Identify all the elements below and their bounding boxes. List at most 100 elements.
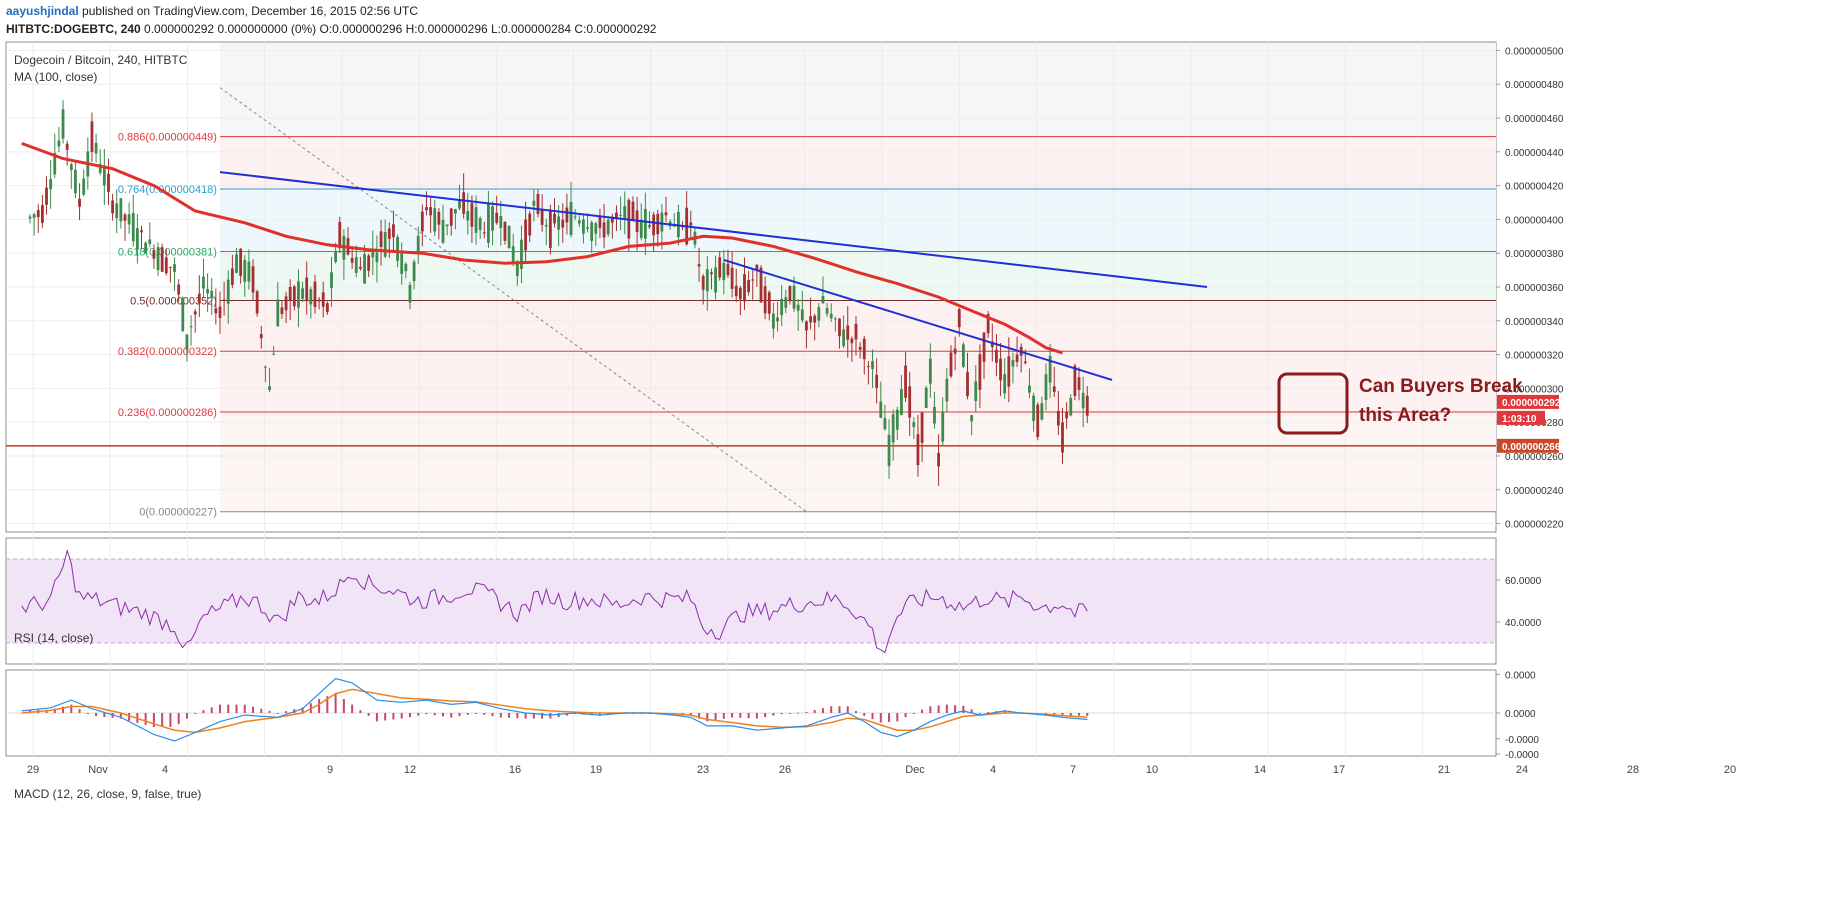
candle-body (247, 261, 251, 282)
macd-histogram-bar (945, 704, 948, 713)
candle-body (520, 239, 523, 270)
annotation-box (1277, 372, 1349, 435)
candle-body (272, 353, 276, 355)
candle-body (367, 255, 371, 271)
macd-histogram-bar (119, 713, 122, 719)
candle-body (961, 344, 965, 367)
candle-body (1044, 374, 1048, 401)
macd-histogram-bar (755, 713, 758, 719)
macd-histogram-bar (285, 711, 288, 713)
x-tick-label: 4 (990, 764, 996, 776)
candle-body (82, 178, 86, 195)
candle-body (805, 321, 808, 331)
macd-histogram-bar (268, 710, 271, 713)
macd-histogram-bar (772, 713, 775, 716)
candle-body (767, 292, 771, 314)
author-link[interactable]: aayushjindal (6, 4, 79, 18)
candle-body (1040, 403, 1044, 420)
candle-body (301, 288, 304, 299)
candle-body (705, 269, 709, 292)
fib-level-label: 0.5(0.000000352) (130, 296, 217, 308)
candle-body (474, 207, 478, 233)
macd-histogram-bar (978, 713, 981, 714)
candle-body (734, 285, 738, 297)
macd-histogram-bar (218, 704, 221, 713)
candle-body (557, 216, 561, 230)
candle-body (1077, 377, 1081, 390)
y-tick-label: 0.000000320 (1505, 351, 1564, 362)
candle-body (643, 208, 647, 239)
candle-body (107, 173, 110, 192)
fib-zone (219, 300, 1497, 352)
y-tick-label: 0.000000220 (1505, 520, 1564, 531)
candle-body (69, 164, 73, 171)
candle-body (123, 214, 127, 221)
macd-histogram-bar (103, 713, 106, 717)
candle-body (243, 259, 247, 282)
candle-body (144, 242, 148, 254)
macd-histogram-bar (86, 713, 89, 714)
candle-body (61, 109, 65, 139)
candle-body (1015, 354, 1019, 363)
candle-body (689, 222, 693, 226)
macd-histogram-bar (466, 713, 469, 715)
candle-body (623, 206, 627, 220)
ma100-line (21, 141, 1063, 355)
macd-histogram-bar (1003, 710, 1006, 713)
trendline (723, 259, 1113, 381)
candle-body (185, 334, 189, 350)
fib-diagonal (219, 87, 807, 513)
macd-histogram-bar (169, 713, 172, 727)
candle-body (441, 219, 445, 243)
candle-body (65, 143, 69, 150)
candle-body (354, 257, 358, 273)
candle-body (264, 366, 267, 368)
macd-histogram-bar (896, 713, 899, 722)
macd-histogram-bar (780, 713, 783, 715)
candle-body (40, 205, 44, 224)
candle-body (102, 166, 106, 186)
candle-body (825, 307, 829, 314)
x-tick-label: 16 (509, 764, 521, 776)
candle-body (536, 193, 540, 214)
candle-body (784, 297, 788, 308)
candle-body (809, 316, 812, 323)
candle-body (305, 277, 309, 301)
macd-histogram-bar (937, 705, 940, 713)
annotation-text: Can Buyers Break (1359, 376, 1523, 397)
candle-body (487, 203, 490, 243)
candle-body (615, 212, 618, 218)
candle-body (359, 266, 362, 269)
ohlc-values: 0.000000292 0.000000000 (0%) O:0.0000002… (144, 22, 657, 36)
candle-body (449, 208, 453, 226)
candle-body (32, 214, 36, 218)
annotation-text: this Area? (1359, 405, 1451, 426)
fib-level-label: 0.764(0.000000418) (118, 184, 217, 196)
price-label (1497, 410, 1545, 425)
candle-body (920, 412, 924, 443)
macd-histogram-bar (202, 710, 205, 713)
candle-body (115, 203, 119, 219)
macd-histogram-bar (351, 704, 354, 713)
macd-histogram-bar (987, 712, 990, 714)
candle-body (255, 291, 259, 314)
candle-body (45, 187, 48, 205)
candle-body (652, 214, 656, 236)
macd-histogram-bar (532, 713, 535, 719)
candle-body (202, 276, 205, 289)
fib-zone (219, 412, 1497, 512)
candle-body (193, 311, 197, 315)
macd-histogram-bar (144, 713, 147, 725)
candle-body (466, 211, 470, 221)
candle-body (912, 422, 916, 428)
candle-body (222, 299, 226, 301)
candle-body (755, 264, 759, 270)
macd-histogram-bar (871, 713, 874, 720)
candle-body (524, 219, 527, 251)
macd-histogram-bar (1086, 713, 1089, 716)
macd-histogram-bar (838, 706, 841, 713)
candle-body (528, 213, 532, 236)
candle-body (916, 434, 920, 466)
candle-body (98, 164, 102, 173)
